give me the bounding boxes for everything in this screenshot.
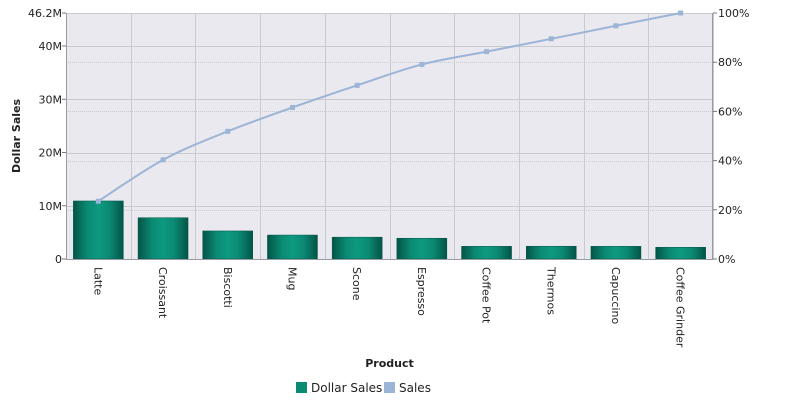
- bar-mug: [267, 234, 318, 260]
- bar-coffee-grinder: [655, 247, 706, 260]
- legend-swatch-sales: [384, 382, 395, 393]
- sales-point-coffee-pot: [484, 49, 490, 55]
- x-tick-label: Scone: [350, 267, 363, 301]
- y-left-tick-label: 0: [55, 253, 62, 266]
- sales-point-coffee-grinder: [678, 10, 684, 16]
- bar-espresso: [396, 237, 448, 260]
- x-tick-label: Croissant: [156, 267, 169, 319]
- sales-point-mug: [289, 104, 295, 110]
- line-series: [95, 10, 684, 204]
- legend-label-dollar-sales: Dollar Sales: [311, 381, 382, 395]
- axes: 0 10M 20M 30M 40M 46.2M 0% 20% 40% 60% 80% 100% Latt…: [28, 7, 749, 348]
- x-tick-label: Latte: [91, 267, 104, 295]
- y-left-tick-label: 30M: [39, 93, 63, 106]
- sales-line: [97, 12, 681, 203]
- y-right-tick-label: 0%: [718, 253, 735, 266]
- x-tick-label: Espresso: [415, 267, 428, 316]
- bar-latte: [73, 200, 124, 260]
- grid-lines: [66, 13, 714, 260]
- sales-point-espresso: [419, 61, 425, 67]
- sales-point-capuccino: [613, 23, 619, 29]
- x-tick-label: Biscotti: [221, 267, 234, 308]
- sales-point-biscotti: [225, 128, 231, 134]
- y-right-tick-label: 100%: [718, 7, 749, 20]
- x-axis-title: Product: [365, 357, 414, 370]
- bar-biscotti: [202, 230, 253, 260]
- y-left-tick-label: 10M: [39, 200, 63, 213]
- legend-swatch-dollar-sales: [296, 382, 307, 393]
- x-tick-label: Coffee Grinder: [674, 267, 687, 348]
- y-right-tick-label: 80%: [718, 56, 742, 69]
- x-tick-label: Mug: [285, 267, 298, 290]
- y-right-tick-label: 40%: [718, 155, 742, 168]
- sales-point-latte: [95, 198, 101, 204]
- bar-scone: [331, 236, 383, 260]
- sales-point-thermos: [548, 36, 554, 42]
- bar-thermos: [526, 245, 577, 260]
- y-right-tick-label: 20%: [718, 204, 742, 217]
- y-left-tick-label: 46.2M: [28, 7, 62, 20]
- y-right-tick-label: 60%: [718, 105, 742, 118]
- bar-series: [73, 200, 706, 260]
- x-tick-label: Capuccino: [609, 267, 622, 324]
- y-left-tick-label: 40M: [39, 40, 63, 53]
- y-axis-title: Dollar Sales: [10, 99, 23, 173]
- y-left-tick-label: 20M: [39, 147, 63, 160]
- bar-capuccino: [590, 246, 642, 260]
- bar-coffee-pot: [461, 246, 512, 260]
- x-tick-label: Thermos: [544, 266, 557, 315]
- x-tick-label: Coffee Pot: [480, 267, 493, 324]
- sales-point-scone: [354, 82, 360, 88]
- legend: Dollar Sales Sales: [296, 381, 431, 395]
- legend-label-sales: Sales: [399, 381, 431, 395]
- sales-point-croissant: [160, 157, 166, 163]
- bar-croissant: [137, 217, 189, 260]
